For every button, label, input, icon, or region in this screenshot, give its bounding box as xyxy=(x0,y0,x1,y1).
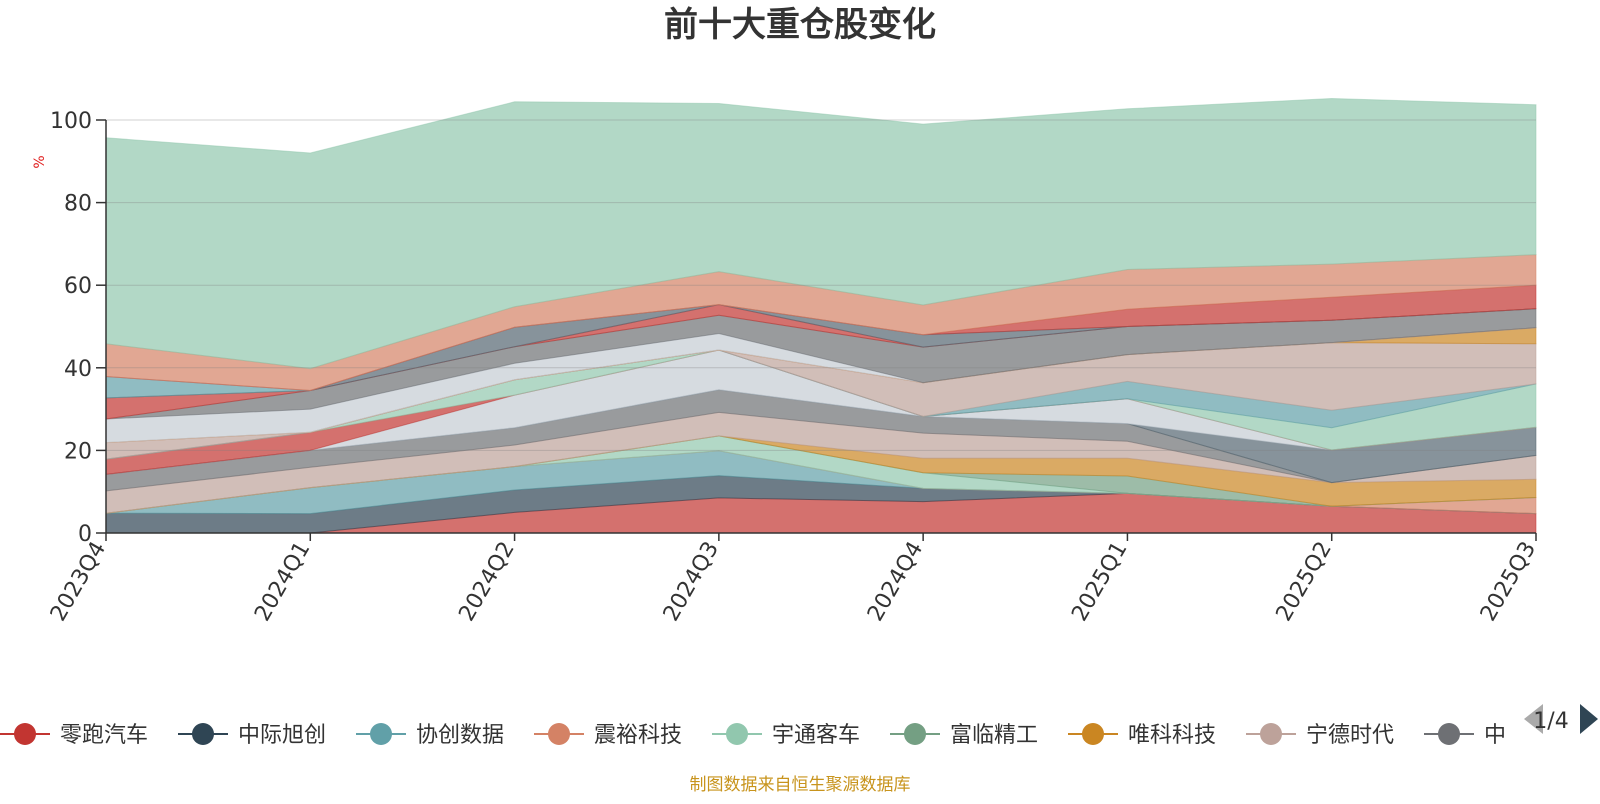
legend-marker-icon xyxy=(548,723,570,745)
legend-label: 零跑汽车 xyxy=(60,723,148,748)
legend-marker-icon xyxy=(726,723,748,745)
x-tick-label: 2025Q3 xyxy=(1476,538,1541,626)
y-tick-label: 60 xyxy=(64,274,92,299)
legend-item[interactable]: 宇通客车 xyxy=(712,723,860,748)
legend-next-icon[interactable] xyxy=(1580,704,1598,734)
legend-label: 协创数据 xyxy=(416,723,504,748)
legend-marker-icon xyxy=(192,723,214,745)
area-series-25 xyxy=(105,97,1537,370)
legend-marker-icon xyxy=(904,723,926,745)
x-tick-label: 2024Q1 xyxy=(250,538,315,626)
legend-label: 唯科科技 xyxy=(1128,723,1216,748)
legend-item[interactable]: 震裕科技 xyxy=(534,723,682,748)
x-tick-label: 2025Q1 xyxy=(1067,538,1132,626)
x-tick-label: 2023Q4 xyxy=(46,538,111,626)
y-tick-label: 40 xyxy=(64,357,92,382)
x-tick-label: 2024Q3 xyxy=(659,538,724,626)
legend: 零跑汽车 中际旭创 协创数据 震裕科技 宇通客车 富临精工 唯科科技 宁德时代 中 xyxy=(0,723,1506,748)
x-tick-label: 2024Q4 xyxy=(863,538,928,626)
legend-item[interactable]: 宁德时代 xyxy=(1246,723,1394,748)
legend-label: 宇通客车 xyxy=(772,723,860,748)
legend-item[interactable]: 协创数据 xyxy=(356,723,504,748)
y-tick-label: 100 xyxy=(50,109,92,134)
legend-item[interactable]: 富临精工 xyxy=(890,723,1038,748)
legend-label: 中 xyxy=(1484,723,1506,748)
legend-marker-icon xyxy=(1082,723,1104,745)
legend-pager: 1/4 xyxy=(1524,704,1598,734)
legend-label: 富临精工 xyxy=(950,723,1038,748)
legend-page-indicator: 1/4 xyxy=(1533,709,1568,734)
chart-title: 前十大重仓股变化 xyxy=(664,5,936,45)
areas-layer xyxy=(105,97,1537,534)
legend-label: 宁德时代 xyxy=(1306,723,1394,748)
source-note: 制图数据来自恒生聚源数据库 xyxy=(690,775,911,795)
y-tick-label: 0 xyxy=(78,522,92,547)
y-tick-label: 20 xyxy=(64,439,92,464)
y-axis-unit-label: % xyxy=(32,155,48,168)
y-tick-label: 80 xyxy=(64,192,92,217)
legend-marker-icon xyxy=(1260,723,1282,745)
x-tick-label: 2024Q2 xyxy=(454,538,519,626)
legend-item[interactable]: 中 xyxy=(1424,723,1506,748)
legend-marker-icon xyxy=(14,723,36,745)
legend-marker-icon xyxy=(1438,723,1460,745)
legend-item[interactable]: 中际旭创 xyxy=(178,723,326,748)
grid-layer xyxy=(106,119,1536,451)
x-tick-label: 2025Q2 xyxy=(1272,538,1337,626)
legend-marker-icon xyxy=(370,723,392,745)
legend-prev-icon[interactable] xyxy=(1524,704,1543,734)
legend-item[interactable]: 唯科科技 xyxy=(1068,723,1216,748)
legend-label: 震裕科技 xyxy=(594,723,682,748)
legend-label: 中际旭创 xyxy=(238,723,326,748)
legend-item[interactable]: 零跑汽车 xyxy=(0,723,148,748)
